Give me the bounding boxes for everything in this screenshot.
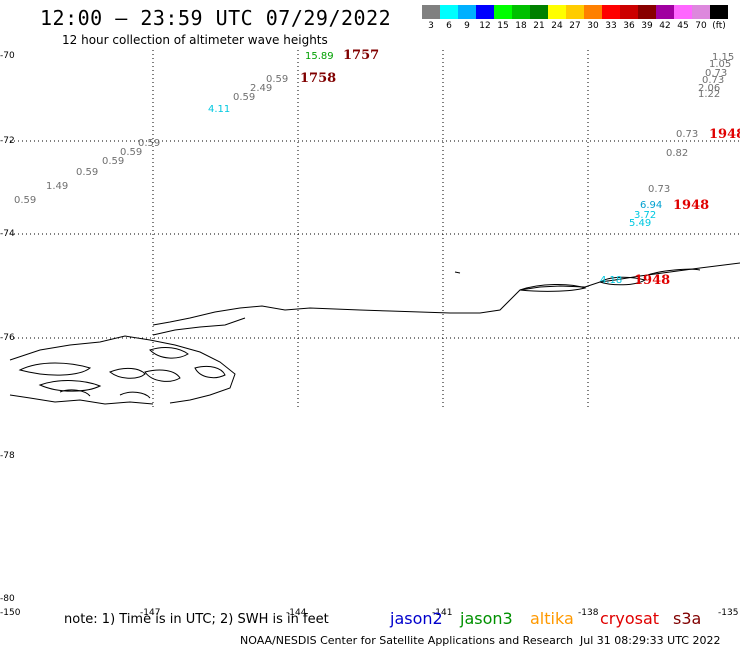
scale-label: 6: [446, 21, 452, 31]
lat-label: -72: [0, 136, 15, 146]
scale-swatch: [440, 5, 458, 19]
scale-swatch: [656, 5, 674, 19]
wave-height-label: 1.49: [46, 181, 69, 192]
scale-label: (ft): [712, 21, 726, 31]
scale-swatch: [584, 5, 602, 19]
scale-swatch: [692, 5, 710, 19]
scale-label: 21: [533, 21, 545, 31]
wave-height-label: 4.11: [208, 104, 231, 115]
wave-height-label: 0.59: [266, 74, 289, 85]
lon-label: -138: [578, 608, 599, 618]
wave-height-label: 0.73: [676, 129, 699, 140]
wave-height-label: 2.06: [698, 83, 721, 94]
pass-time-label: 1757: [343, 48, 380, 63]
satellite-jason3: jason3: [460, 609, 513, 628]
wave-height-label: 0.82: [666, 148, 689, 159]
scale-swatch: [548, 5, 566, 19]
wave-height-label: 0.59: [233, 92, 256, 103]
wave-height-label: 0.59: [14, 195, 37, 206]
wave-height-label: 2.49: [250, 83, 273, 94]
color-scale-bar: [422, 5, 728, 19]
scale-label: 12: [479, 21, 491, 31]
wave-height-label: 4.18: [600, 275, 623, 286]
wave-height-label: 6.94: [640, 200, 663, 211]
satellite-s3a: s3a: [673, 609, 702, 628]
satellite-cryosat: cryosat: [600, 609, 660, 628]
lon-label: -141: [432, 608, 453, 618]
pass-time-label: 1948: [709, 127, 740, 142]
graticule: [10, 50, 740, 410]
map-subtitle: 12 hour collection of altimeter wave hei…: [62, 33, 328, 47]
wave-height-label: 0.73: [705, 68, 728, 79]
pass-time-label: 1948: [634, 273, 671, 288]
wave-height-label: 1.15: [712, 52, 735, 63]
scale-swatch: [566, 5, 584, 19]
satellite-altika: altika: [530, 609, 574, 628]
scale-swatch: [494, 5, 512, 19]
lat-label: -74: [0, 229, 15, 239]
wave-height-label: 0.59: [120, 147, 143, 158]
lon-label: -147: [140, 608, 161, 618]
scale-label: 27: [569, 21, 581, 31]
wave-height-label: 0.59: [102, 156, 125, 167]
lat-label: -70: [0, 51, 15, 61]
scale-label: 24: [551, 21, 563, 31]
wave-height-label: 1.05: [709, 59, 732, 70]
lon-label: -150: [0, 608, 21, 618]
pass-time-label: 1948: [673, 198, 710, 213]
lon-label: -144: [286, 608, 307, 618]
wave-height-label: 0.59: [138, 138, 161, 149]
lon-label: -135: [718, 608, 739, 618]
footer-note: note: 1) Time is in UTC; 2) SWH is in fe…: [64, 612, 329, 627]
scale-label: 15: [497, 21, 509, 31]
scale-swatch: [620, 5, 638, 19]
scale-label: 18: [515, 21, 527, 31]
wave-height-label: 0.73: [648, 184, 671, 195]
scale-swatch: [458, 5, 476, 19]
scale-label: 3: [428, 21, 434, 31]
scale-swatch: [422, 5, 440, 19]
satellite-jason2: jason2: [390, 609, 443, 628]
scale-label: 9: [464, 21, 470, 31]
scale-swatch: [512, 5, 530, 19]
scale-swatch: [638, 5, 656, 19]
wave-height-label: 15.89: [305, 51, 334, 62]
scale-label: 45: [677, 21, 689, 31]
wave-height-label: 3.72: [634, 210, 657, 221]
scale-swatch: [476, 5, 494, 19]
color-scale-labels: 3 6 9 12 15 18 21 24 27 30 33 36 39 42 45 70 (ft): [422, 21, 728, 31]
scale-swatch: [674, 5, 692, 19]
scale-label: 36: [623, 21, 635, 31]
scale-swatch: [710, 5, 728, 19]
credit-line: NOAA/NESDIS Center for Satellite Applica…: [240, 634, 574, 647]
wave-height-label: 0.73: [702, 75, 725, 86]
lat-label: -76: [0, 333, 15, 343]
scale-swatch: [530, 5, 548, 19]
map-title: 12:00 – 23:59 UTC 07/29/2022: [40, 6, 392, 30]
scale-label: 30: [587, 21, 599, 31]
lat-label: -80: [0, 594, 15, 604]
scale-label: 39: [641, 21, 653, 31]
scale-label: 70: [695, 21, 707, 31]
antarctic-coastline: [9, 262, 740, 405]
pass-time-label: 1758: [300, 71, 337, 86]
generated-timestamp: Jul 31 08:29:33 UTC 2022: [580, 634, 721, 647]
lat-label: -78: [0, 451, 15, 461]
wave-height-label: 1.22: [698, 89, 721, 100]
scale-swatch: [602, 5, 620, 19]
scale-label: 33: [605, 21, 617, 31]
wave-height-label: 5.49: [629, 218, 652, 229]
scale-label: 42: [659, 21, 671, 31]
wave-height-label: 0.59: [76, 167, 99, 178]
